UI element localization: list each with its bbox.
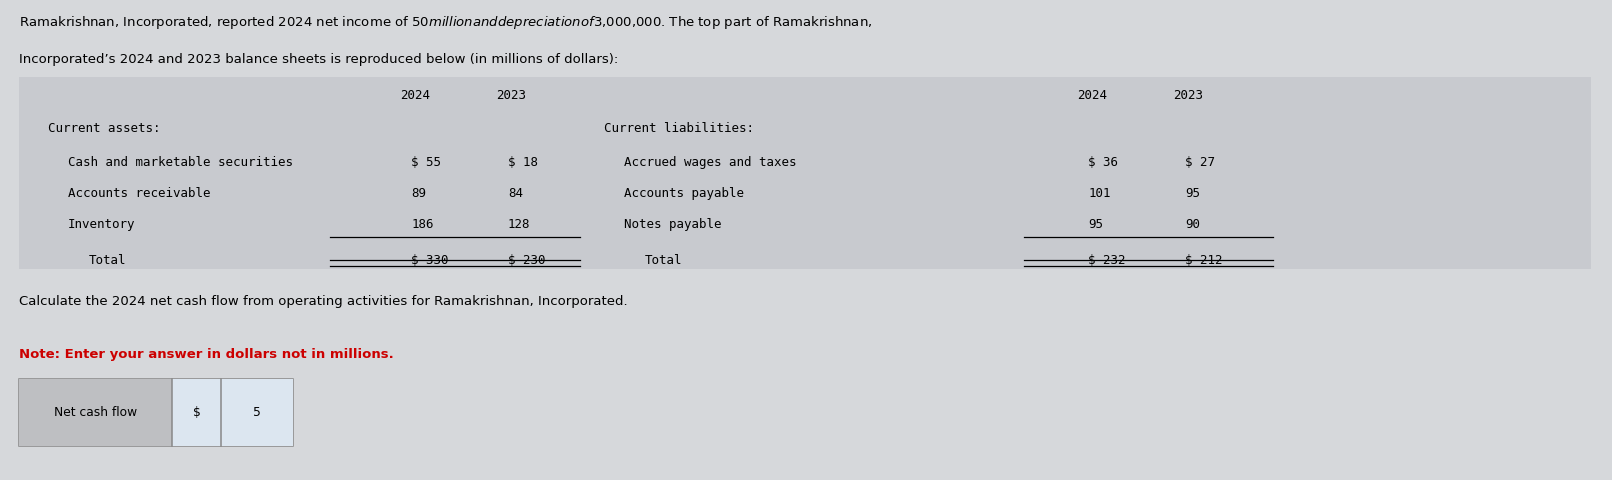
Text: 84: 84 (508, 187, 522, 200)
Text: 95: 95 (1185, 187, 1199, 200)
Text: Total: Total (645, 254, 682, 267)
Text: $: $ (193, 406, 200, 420)
Text: Current assets:: Current assets: (48, 122, 161, 135)
Text: $ 36: $ 36 (1088, 156, 1119, 169)
Text: 2023: 2023 (1174, 89, 1204, 102)
Text: 90: 90 (1185, 218, 1199, 231)
FancyBboxPatch shape (221, 379, 293, 446)
Text: Inventory: Inventory (68, 218, 135, 231)
Text: 2023: 2023 (496, 89, 527, 102)
Text: 2024: 2024 (1077, 89, 1107, 102)
FancyBboxPatch shape (19, 77, 1591, 269)
Text: Ramakrishnan, Incorporated, reported 2024 net income of $50 million and deprecia: Ramakrishnan, Incorporated, reported 202… (19, 14, 872, 31)
Text: 95: 95 (1088, 218, 1103, 231)
Text: Note: Enter your answer in dollars not in millions.: Note: Enter your answer in dollars not i… (19, 348, 393, 361)
Text: $ 232: $ 232 (1088, 254, 1125, 267)
Text: 89: 89 (411, 187, 426, 200)
Text: 101: 101 (1088, 187, 1111, 200)
Text: Calculate the 2024 net cash flow from operating activities for Ramakrishnan, Inc: Calculate the 2024 net cash flow from op… (19, 295, 629, 308)
Text: 186: 186 (411, 218, 434, 231)
Text: 128: 128 (508, 218, 530, 231)
Text: Current liabilities:: Current liabilities: (604, 122, 754, 135)
Text: Incorporated’s 2024 and 2023 balance sheets is reproduced below (in millions of : Incorporated’s 2024 and 2023 balance she… (19, 53, 619, 66)
Text: Notes payable: Notes payable (624, 218, 721, 231)
FancyBboxPatch shape (19, 379, 293, 446)
Text: $ 230: $ 230 (508, 254, 545, 267)
Text: $ 18: $ 18 (508, 156, 538, 169)
Text: Accounts receivable: Accounts receivable (68, 187, 210, 200)
Text: Accrued wages and taxes: Accrued wages and taxes (624, 156, 796, 169)
Text: $ 55: $ 55 (411, 156, 442, 169)
Text: $ 330: $ 330 (411, 254, 448, 267)
FancyBboxPatch shape (172, 379, 221, 446)
Text: Cash and marketable securities: Cash and marketable securities (68, 156, 293, 169)
Text: 5: 5 (253, 406, 261, 420)
Text: $ 212: $ 212 (1185, 254, 1222, 267)
Text: Total: Total (89, 254, 126, 267)
FancyBboxPatch shape (19, 379, 172, 446)
Text: 2024: 2024 (400, 89, 430, 102)
Text: Net cash flow: Net cash flow (55, 406, 137, 420)
Text: Accounts payable: Accounts payable (624, 187, 743, 200)
Text: $ 27: $ 27 (1185, 156, 1215, 169)
